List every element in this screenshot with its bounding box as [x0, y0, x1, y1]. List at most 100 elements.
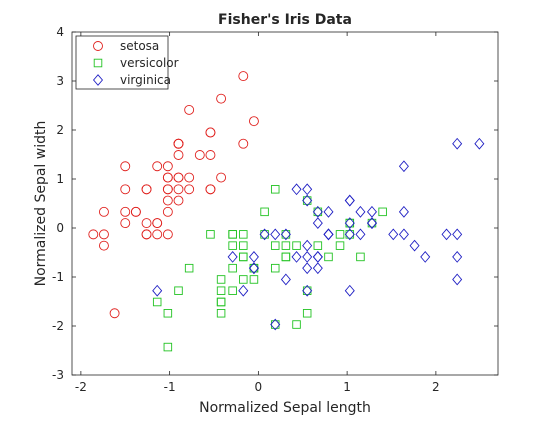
virginica-point — [302, 194, 313, 207]
versicolor-point — [281, 252, 291, 262]
versicolor-point — [270, 263, 280, 273]
virginica-point — [344, 217, 355, 229]
virginica-point — [323, 228, 334, 241]
versicolor-point — [345, 218, 355, 228]
virginica-point — [355, 228, 366, 241]
versicolor-point — [249, 263, 259, 273]
versicolor-point — [239, 275, 248, 284]
virginica-point — [441, 228, 452, 241]
virginica-point — [409, 239, 420, 252]
virginica-point — [344, 194, 355, 207]
x-tick-label: 0 — [255, 380, 263, 394]
setosa-point — [162, 161, 173, 172]
versicolor-point — [270, 185, 280, 194]
versicolor-point — [281, 230, 291, 239]
setosa-point — [184, 104, 195, 115]
virginica-point — [452, 251, 463, 263]
y-tick-label: 4 — [56, 25, 64, 39]
setosa-point — [162, 229, 173, 240]
setosa-point — [248, 116, 259, 127]
versicolor-point — [239, 252, 248, 262]
virginica-point — [312, 205, 323, 218]
setosa-point — [98, 206, 109, 217]
legend-box — [75, 35, 169, 90]
setosa-point — [109, 308, 120, 319]
data-markers — [88, 71, 485, 352]
virginica-point — [248, 251, 259, 263]
versicolor-point — [292, 320, 301, 329]
versicolor-point — [228, 263, 237, 273]
setosa-point — [173, 184, 184, 195]
setosa-point — [173, 138, 184, 149]
virginica-point — [344, 228, 355, 241]
virginica-point — [302, 251, 313, 263]
versicolor-point — [228, 241, 237, 250]
virginica-point — [420, 251, 431, 263]
versicolor-point — [216, 286, 226, 295]
legend-label-setosa: setosa — [120, 39, 159, 53]
versicolor-point — [270, 241, 280, 250]
virginica-point — [227, 251, 238, 263]
x-tick-label: 1 — [343, 380, 351, 394]
y-tick-label: -1 — [52, 270, 64, 284]
versicolor-point — [313, 207, 323, 217]
virginica-point — [312, 251, 323, 263]
virginica-point — [452, 273, 463, 286]
versicolor-point — [313, 241, 323, 250]
versicolor-point — [216, 275, 226, 284]
legend-label-versicolor: versicolor — [120, 56, 179, 70]
setosa-point — [88, 229, 99, 240]
versicolor-point — [152, 297, 162, 307]
virginica-point — [474, 137, 485, 150]
setosa-point — [238, 71, 249, 82]
legend-marker-setosa — [93, 41, 103, 51]
setosa-point — [173, 150, 184, 160]
setosa-point — [238, 138, 249, 149]
setosa-point — [152, 229, 163, 240]
virginica-point — [452, 228, 463, 241]
versicolor-point — [206, 230, 215, 239]
axis-ticks: -2 -1 0 1 2 -3 -2 -1 0 1 2 3 4 — [52, 25, 498, 394]
versicolor-point — [335, 241, 345, 250]
setosa-point — [205, 184, 216, 195]
legend-label-virginica: virginica — [120, 73, 171, 87]
legend-marker-virginica — [92, 74, 104, 86]
virginica-point — [280, 228, 291, 241]
versicolor-point — [163, 342, 173, 352]
virginica-point — [291, 183, 302, 196]
setosa-point — [98, 229, 109, 240]
virginica-point — [312, 217, 323, 229]
versicolor-point — [281, 241, 291, 250]
setosa-point — [162, 206, 173, 217]
virginica-point — [270, 318, 281, 331]
versicolor-point — [302, 309, 312, 318]
versicolor-point — [260, 207, 269, 217]
versicolor-point — [367, 218, 377, 228]
setosa-point — [120, 184, 131, 195]
virginica-point — [398, 205, 409, 218]
legend: setosa versicolor virginica — [75, 35, 179, 90]
setosa-point — [141, 218, 152, 229]
virginica-point — [259, 228, 270, 241]
axes-box — [71, 31, 499, 376]
setosa-point — [120, 218, 131, 229]
virginica-point — [452, 137, 463, 150]
setosa-point — [194, 150, 205, 160]
setosa-point — [162, 195, 173, 206]
versicolor-point — [239, 230, 248, 239]
versicolor-point — [302, 196, 312, 205]
versicolor-point — [292, 241, 301, 250]
setosa-point — [98, 240, 109, 251]
virginica-point — [398, 228, 409, 241]
setosa-point — [152, 218, 163, 229]
setosa-point — [141, 229, 152, 240]
setosa-point — [173, 195, 184, 206]
setosa-point — [141, 184, 152, 195]
chart-title: Fisher's Iris Data — [218, 12, 352, 28]
setosa-point — [184, 184, 195, 195]
versicolor-point — [270, 320, 280, 329]
versicolor-point — [216, 297, 226, 307]
setosa-point — [162, 172, 173, 183]
versicolor-point — [249, 275, 259, 284]
